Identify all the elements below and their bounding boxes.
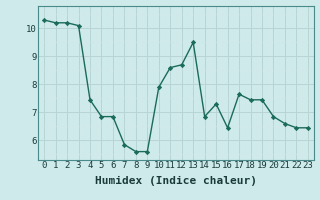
X-axis label: Humidex (Indice chaleur): Humidex (Indice chaleur) (95, 176, 257, 186)
